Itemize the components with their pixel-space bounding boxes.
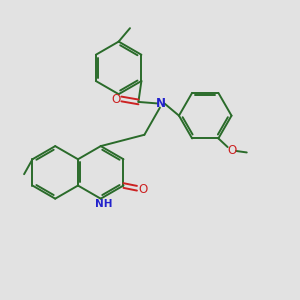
Text: O: O bbox=[111, 93, 121, 106]
Text: O: O bbox=[227, 145, 236, 158]
Text: NH: NH bbox=[95, 199, 112, 209]
Text: O: O bbox=[138, 183, 148, 196]
Text: N: N bbox=[156, 97, 166, 110]
